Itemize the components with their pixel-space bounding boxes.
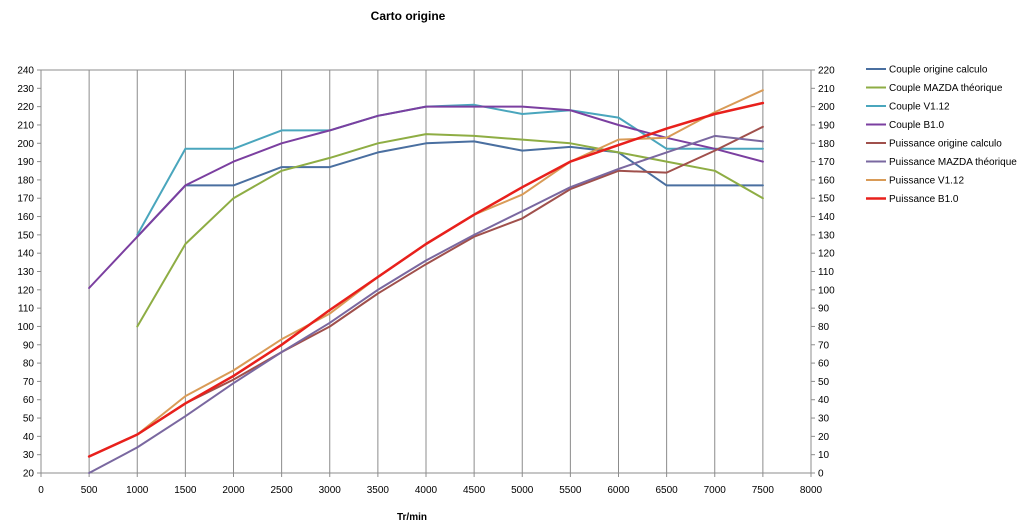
- y-tick-label: 220: [17, 102, 34, 113]
- x-tick-label: 5500: [559, 485, 582, 496]
- x-tick-label: 5000: [511, 485, 534, 496]
- y-tick-label: 120: [17, 285, 34, 296]
- y-tick-label: 180: [17, 175, 34, 186]
- series-line-couple-origine-calculo: [136, 140, 764, 238]
- legend-label-couple-origine-calculo: Couple origine calculo: [889, 65, 988, 76]
- x-tick-label: 8000: [800, 485, 823, 496]
- y2-tick-label: 100: [818, 285, 835, 296]
- x-tick-label: 6500: [656, 485, 679, 496]
- y2-tick-label: 60: [818, 359, 830, 370]
- y-tick-label: 130: [17, 267, 34, 278]
- y-tick-label: 230: [17, 84, 34, 95]
- x-tick-label: 2500: [271, 485, 294, 496]
- axes-layer: [37, 69, 815, 477]
- legend-label-couple-mazda-theorique: Couple MAZDA théorique: [889, 83, 1003, 94]
- legend-label-puissance-origine-calculo: Puissance origine calculo: [889, 139, 1002, 150]
- legend-label-puissance-v1-12: Puissance V1.12: [889, 176, 964, 187]
- y-tick-label: 30: [23, 450, 35, 461]
- x-tick-label: 3000: [319, 485, 342, 496]
- x-tick-label: 7500: [752, 485, 775, 496]
- x-tick-label: 0: [38, 485, 44, 496]
- y2-tick-label: 200: [818, 102, 835, 113]
- y-tick-label: 70: [23, 377, 35, 388]
- y-tick-label: 190: [17, 157, 34, 168]
- x-tick-label: 4000: [415, 485, 438, 496]
- y2-tick-label: 70: [818, 340, 830, 351]
- y-tick-label: 80: [23, 359, 35, 370]
- y2-tick-label: 20: [818, 432, 830, 443]
- y2-tick-label: 150: [818, 194, 835, 205]
- legend-label-puissance-b1-0: Puissance B1.0: [889, 194, 959, 205]
- x-tick-label: 2000: [222, 485, 245, 496]
- y-tick-label: 170: [17, 194, 34, 205]
- x-tick-label: 500: [81, 485, 98, 496]
- x-tick-label: 3500: [367, 485, 390, 496]
- x-tick-label: 6000: [607, 485, 630, 496]
- y2-tick-label: 220: [818, 66, 835, 77]
- y2-tick-label: 140: [818, 212, 835, 223]
- y2-tick-label: 170: [818, 157, 835, 168]
- y2-tick-label: 80: [818, 322, 830, 333]
- y2-tick-label: 180: [818, 139, 835, 150]
- series-line-couple-v1-12: [136, 103, 764, 236]
- ticks-layer: 2030405060708090100110120130140150160170…: [17, 66, 835, 497]
- y-tick-label: 240: [17, 66, 34, 77]
- x-tick-label: 4500: [463, 485, 486, 496]
- grid-layer: [88, 70, 764, 473]
- y2-tick-label: 160: [818, 175, 835, 186]
- y2-tick-label: 50: [818, 377, 830, 388]
- y-tick-label: 150: [17, 230, 34, 241]
- x-axis-title: Tr/min: [397, 512, 427, 523]
- y2-tick-label: 210: [818, 84, 835, 95]
- y-tick-label: 100: [17, 322, 34, 333]
- x-tick-label: 7000: [704, 485, 727, 496]
- y-tick-label: 140: [17, 249, 34, 260]
- y-tick-label: 60: [23, 395, 35, 406]
- series-line-puissance-b1-0: [87, 101, 765, 458]
- y-tick-label: 90: [23, 340, 35, 351]
- y2-tick-label: 0: [818, 469, 824, 480]
- y-tick-label: 40: [23, 432, 35, 443]
- y-tick-label: 20: [23, 469, 35, 480]
- series-layer: [87, 89, 765, 474]
- y-tick-label: 50: [23, 414, 35, 425]
- y2-tick-label: 130: [818, 230, 835, 241]
- chart-title: Carto origine: [371, 9, 446, 23]
- y2-tick-label: 10: [818, 450, 830, 461]
- y2-tick-label: 120: [818, 249, 835, 260]
- legend-label-couple-v1-12: Couple V1.12: [889, 102, 950, 113]
- y-tick-label: 210: [17, 120, 34, 131]
- y2-tick-label: 40: [818, 395, 830, 406]
- x-tick-label: 1000: [126, 485, 149, 496]
- x-tick-label: 1500: [174, 485, 197, 496]
- legend-label-couple-b1-0: Couple B1.0: [889, 120, 944, 131]
- y-tick-label: 110: [18, 304, 34, 315]
- y2-tick-label: 110: [818, 267, 834, 278]
- y2-tick-label: 90: [818, 304, 830, 315]
- y-tick-label: 200: [17, 139, 34, 150]
- y-tick-label: 160: [17, 212, 34, 223]
- y2-tick-label: 30: [818, 414, 830, 425]
- y2-tick-label: 190: [818, 120, 835, 131]
- legend: Couple origine calculo Couple MAZDA théor…: [866, 65, 1017, 205]
- legend-label-puissance-mazda-theorique: Puissance MAZDA théorique: [889, 157, 1017, 168]
- series-line-couple-mazda-theorique: [136, 133, 764, 328]
- series-line-puissance-mazda-theorique: [88, 134, 764, 474]
